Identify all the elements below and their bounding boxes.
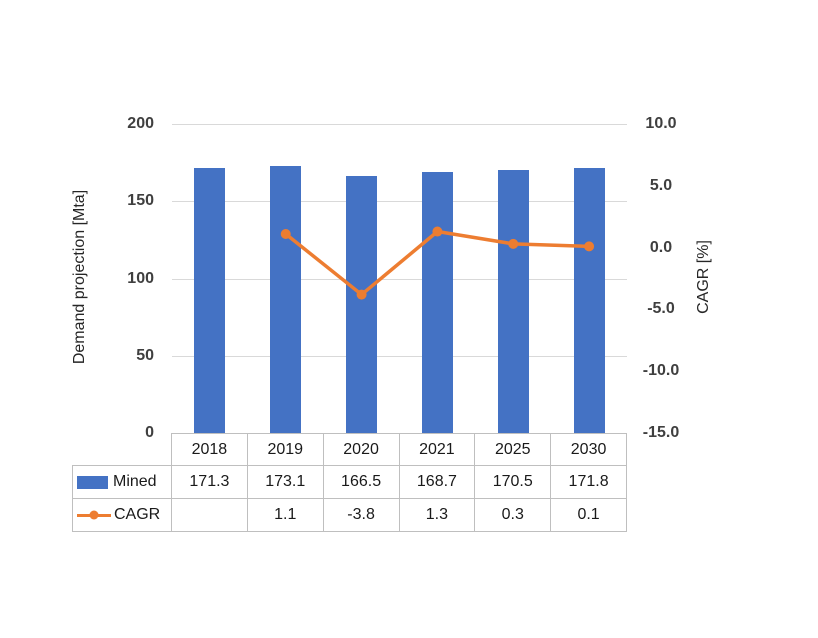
bar-mined-2019 xyxy=(270,165,302,433)
table-header-2025: 2025 xyxy=(475,433,552,466)
cagr-line xyxy=(284,229,591,297)
legend-label-mined: Mined xyxy=(113,473,157,490)
bar-mined-2030 xyxy=(573,167,605,433)
plot-area xyxy=(172,124,627,433)
table-cell-mined-2018: 171.3 xyxy=(172,466,248,499)
table-header-2021: 2021 xyxy=(399,433,476,466)
table-cell-cagr-2021: 1.3 xyxy=(399,499,476,532)
right-axis-title: CAGR [%] xyxy=(695,240,712,314)
legend-label-cagr: CAGR xyxy=(114,506,161,523)
right-axis-tick-label: 10.0 xyxy=(645,115,677,132)
bar-mined-2021 xyxy=(421,172,453,433)
left-axis-tick-label: 100 xyxy=(127,269,154,287)
table-cell-mined-2021: 168.7 xyxy=(399,466,476,499)
cagr-marker-2025 xyxy=(508,238,519,249)
table-cell-mined-2025: 170.5 xyxy=(475,466,552,499)
cagr-marker-2030 xyxy=(584,241,595,252)
table-cell-mined-2019: 173.1 xyxy=(247,466,324,499)
left-axis-tick-label: 200 xyxy=(127,115,154,132)
bar-mined-2025 xyxy=(497,169,529,433)
table-header-2019: 2019 xyxy=(247,433,324,466)
bar-swatch-icon xyxy=(77,475,108,489)
table-header-2030: 2030 xyxy=(551,433,627,466)
left-axis-tick-label: 0 xyxy=(145,424,154,441)
table-header-2018: 2018 xyxy=(172,433,248,466)
right-axis-tick-label: 5.0 xyxy=(649,176,673,194)
table-cell-cagr-2025: 0.3 xyxy=(475,499,552,532)
right-axis-tick-label: 0.0 xyxy=(649,238,673,256)
line-marker-icon xyxy=(77,509,111,522)
legend-cell-cagr: CAGR xyxy=(72,499,172,532)
table-cell-cagr-2018 xyxy=(172,499,248,532)
cagr-marker-2021 xyxy=(432,226,443,237)
cagr-marker-2020 xyxy=(356,289,367,300)
bar-mined-2018 xyxy=(194,168,226,433)
right-axis-tick-label: -15.0 xyxy=(642,424,680,441)
table-corner-spacer xyxy=(72,433,172,466)
cagr-marker-2019 xyxy=(280,229,291,240)
gridline xyxy=(172,278,627,280)
right-axis-tick-label: -5.0 xyxy=(647,300,675,318)
bar-mined-2020 xyxy=(346,175,378,433)
table-cell-mined-2030: 171.8 xyxy=(551,466,627,499)
table-cell-cagr-2019: 1.1 xyxy=(247,499,324,532)
legend-cell-mined: Mined xyxy=(72,466,172,499)
right-axis-tick-label: -10.0 xyxy=(642,362,680,380)
gridline xyxy=(172,201,627,203)
table-header-2020: 2020 xyxy=(323,433,400,466)
gridline xyxy=(172,355,627,357)
left-axis-title: Demand projection [Mta] xyxy=(71,189,88,365)
table-cell-cagr-2020: -3.8 xyxy=(323,499,400,532)
data-table: 2018 2019 2020 2021 2025 2030 Mined 171.3 173.1 1… xyxy=(72,433,627,532)
table-cell-mined-2020: 166.5 xyxy=(323,466,400,499)
cagr-line-series xyxy=(280,226,595,300)
gridline xyxy=(172,124,627,125)
table-cell-cagr-2030: 0.1 xyxy=(551,499,627,532)
left-axis-tick-label: 50 xyxy=(136,346,154,364)
left-axis-tick-label: 150 xyxy=(127,192,154,210)
line-swatch-dot xyxy=(89,510,99,520)
